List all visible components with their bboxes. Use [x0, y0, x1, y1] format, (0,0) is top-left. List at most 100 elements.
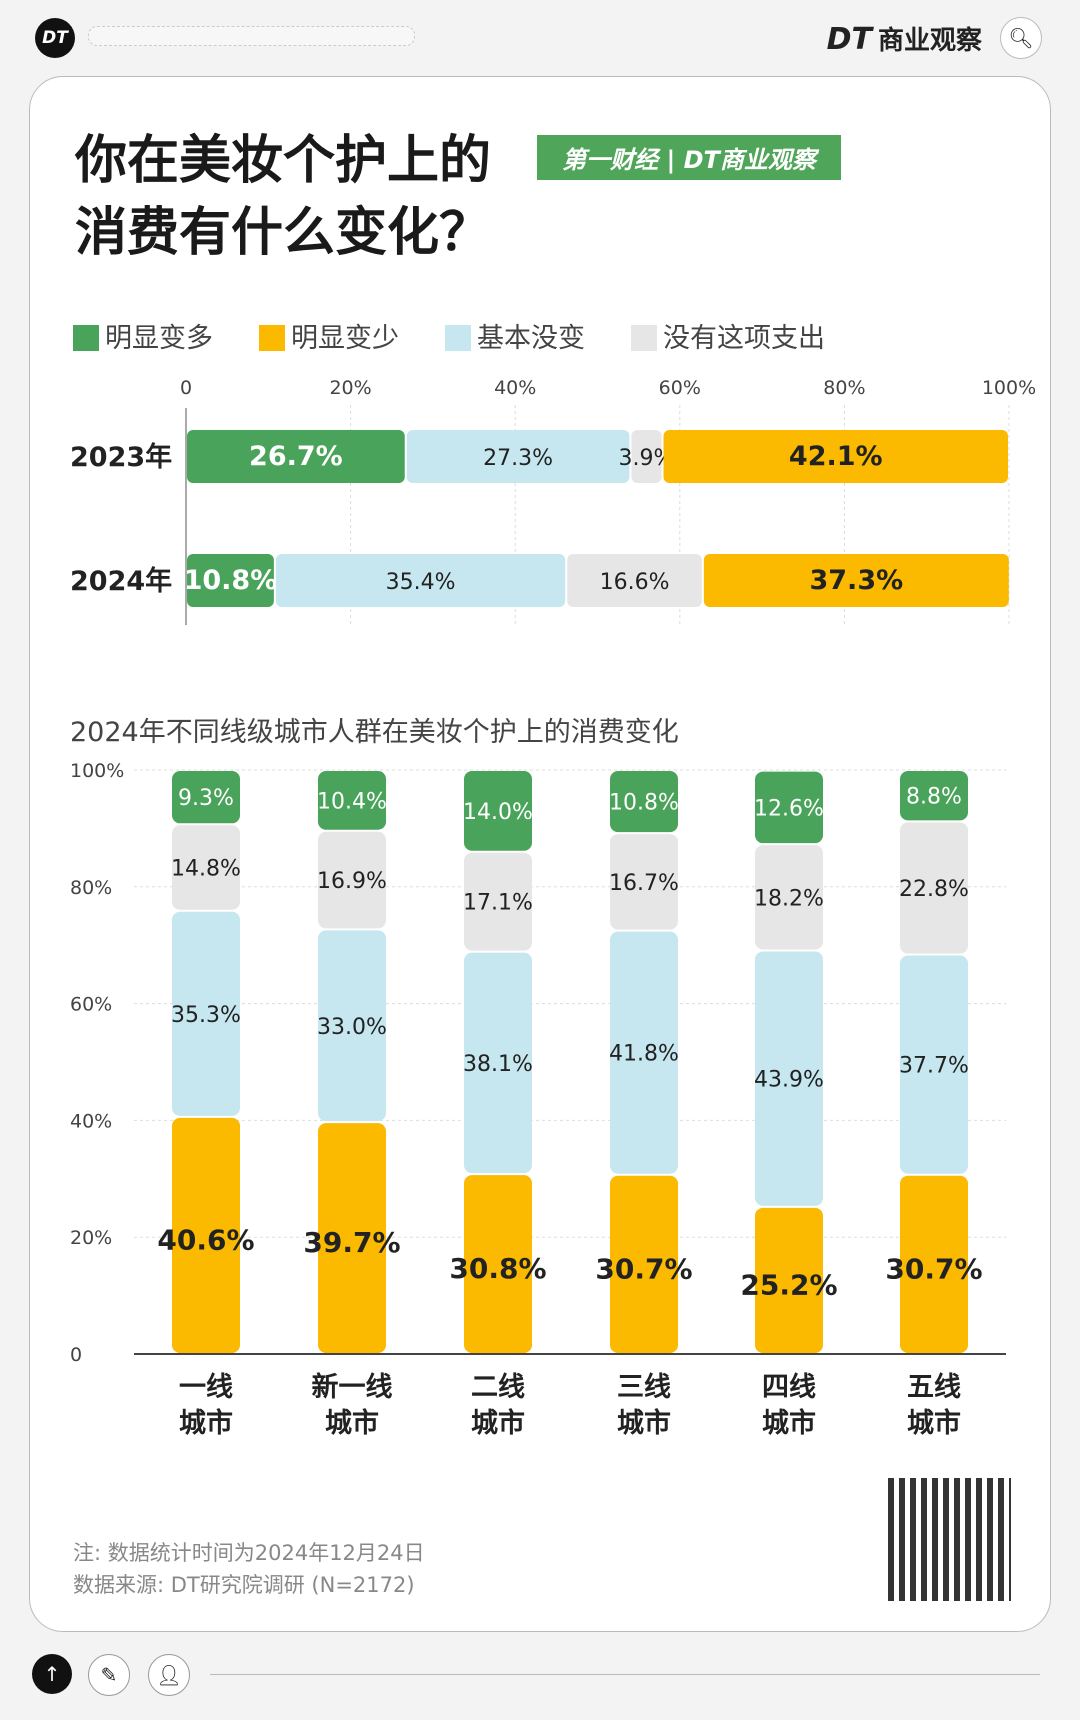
bar-segment: [318, 1123, 386, 1353]
chart-city-tier: 0 20% 40% 60% 80% 100% 40.6% 35.3% 14.8% 9.3% 一线城市…: [70, 760, 1006, 1439]
x-tick-label: 0: [180, 377, 192, 399]
data-label: 33.0%: [317, 1015, 387, 1040]
legend: 明显变多 明显变少 基本没变 没有这项支出: [73, 316, 825, 355]
brand-mark: DT: [826, 22, 872, 57]
bar-segment: [610, 771, 678, 833]
bar-segment: [187, 554, 274, 607]
page-title: 你在美妆个护上的 消费有什么变化？: [75, 125, 491, 269]
data-label: 30.8%: [449, 1252, 546, 1285]
bar-segment: [755, 845, 823, 950]
qr-code: [888, 1478, 1011, 1601]
y-tick-label: 100%: [70, 760, 124, 782]
data-label: 10.8%: [184, 565, 278, 596]
source-text: 数据来源: DT研究院调研 (N=2172): [73, 1573, 415, 1597]
search-icon[interactable]: 🔍︎: [1000, 17, 1042, 59]
bar-segment: [755, 1207, 823, 1353]
x-category-label: 三线: [617, 1372, 671, 1403]
bar-segment: [172, 911, 240, 1116]
bar-segment: [172, 825, 240, 910]
bar-segment: [172, 771, 240, 824]
x-category-label: 城市: [325, 1407, 379, 1439]
app-logo[interactable]: DT: [35, 18, 75, 58]
legend-label: 基本没变: [477, 323, 585, 354]
y-tick-label: 80%: [70, 877, 112, 899]
y-tick-label: 20%: [70, 1227, 112, 1249]
bar-segment: [567, 554, 702, 607]
x-category-label: 新一线: [312, 1371, 393, 1403]
data-label: 37.3%: [809, 565, 903, 596]
x-tick-label: 100%: [982, 377, 1036, 399]
x-category-label: 四线: [762, 1372, 816, 1403]
chart-subtitle: 2024年不同线级城市人群在美妆个护上的消费变化: [70, 717, 679, 748]
data-label: 18.2%: [754, 886, 824, 911]
divider: [210, 1674, 1040, 1675]
note-text: 注: 数据统计时间为2024年12月24日: [73, 1541, 425, 1565]
profile-icon[interactable]: 👤︎: [148, 1654, 190, 1696]
legend-label: 明显变多: [105, 323, 213, 354]
data-label: 10.4%: [317, 789, 387, 814]
data-label: 16.9%: [317, 869, 387, 894]
bar-segment: [187, 430, 405, 483]
x-category-label: 城市: [617, 1407, 671, 1439]
scroll-top-icon[interactable]: ↑: [32, 1654, 72, 1694]
data-label: 16.7%: [609, 871, 679, 896]
bar-segment: [663, 430, 1008, 483]
data-label: 39.7%: [303, 1226, 400, 1259]
data-label: 41.8%: [609, 1042, 679, 1067]
bottom-toolbar: ↑ ✎ 👤︎: [32, 1654, 1052, 1696]
address-bar[interactable]: [88, 26, 415, 46]
bar-segment: [610, 1175, 678, 1353]
legend-item: 明显变多: [73, 316, 213, 355]
data-label: 16.6%: [600, 570, 670, 595]
x-category-label: 城市: [471, 1407, 525, 1439]
bar-segment: [703, 554, 1009, 607]
data-label: 17.1%: [463, 891, 533, 916]
data-label: 14.8%: [171, 857, 241, 882]
bar-segment: [318, 831, 386, 929]
bar-segment: [900, 822, 968, 954]
bar-segment: [406, 430, 630, 483]
bar-segment: [900, 955, 968, 1174]
data-label: 35.3%: [171, 1003, 241, 1028]
legend-swatch: [73, 325, 99, 351]
x-tick-label: 40%: [494, 377, 536, 399]
x-tick-label: 80%: [823, 377, 865, 399]
category-label: 2023年: [70, 441, 172, 473]
y-tick-label: 60%: [70, 994, 112, 1016]
title-line-2: 消费有什么变化？: [75, 203, 492, 263]
x-category-label: 二线: [471, 1372, 525, 1403]
data-label: 12.6%: [754, 796, 824, 821]
data-label: 40.6%: [157, 1223, 254, 1256]
data-label: 27.3%: [483, 446, 553, 471]
data-label: 37.7%: [899, 1054, 969, 1079]
legend-swatch: [259, 325, 285, 351]
data-label: 30.7%: [885, 1252, 982, 1285]
footnote: 注: 数据统计时间为2024年12月24日 数据来源: DT研究院调研 (N=21…: [73, 1537, 425, 1601]
x-tick-label: 20%: [329, 377, 371, 399]
x-category-label: 一线: [179, 1372, 233, 1403]
bar-segment: [464, 1175, 532, 1353]
bar-segment: [900, 771, 968, 821]
data-label: 35.4%: [386, 570, 456, 595]
bar-segment: [275, 554, 566, 607]
y-tick-label: 40%: [70, 1110, 112, 1132]
data-label: 10.8%: [609, 791, 679, 816]
bar-segment: [755, 771, 823, 844]
data-label: 14.0%: [463, 800, 533, 825]
brand-logo: DT 商业观察: [827, 20, 982, 57]
bar-segment: [631, 430, 662, 483]
bar-segment: [172, 1117, 240, 1353]
edit-icon[interactable]: ✎: [88, 1654, 130, 1696]
legend-item: 明显变少: [259, 316, 399, 355]
x-category-label: 城市: [762, 1407, 816, 1439]
category-label: 2024年: [70, 565, 172, 597]
legend-label: 没有这项支出: [663, 323, 825, 354]
y-tick-label: 0: [70, 1344, 82, 1366]
legend-item: 基本没变: [445, 316, 585, 355]
bar-segment: [318, 930, 386, 1122]
chart-yearly-change: 0 20% 40% 60% 80% 100%2023年 26.7% 27.3% 3.9% 42.1…: [70, 377, 1036, 625]
legend-item: 没有这项支出: [631, 316, 825, 355]
legend-swatch: [631, 325, 657, 351]
bar-segment: [464, 952, 532, 1174]
legend-label: 明显变少: [291, 323, 399, 354]
